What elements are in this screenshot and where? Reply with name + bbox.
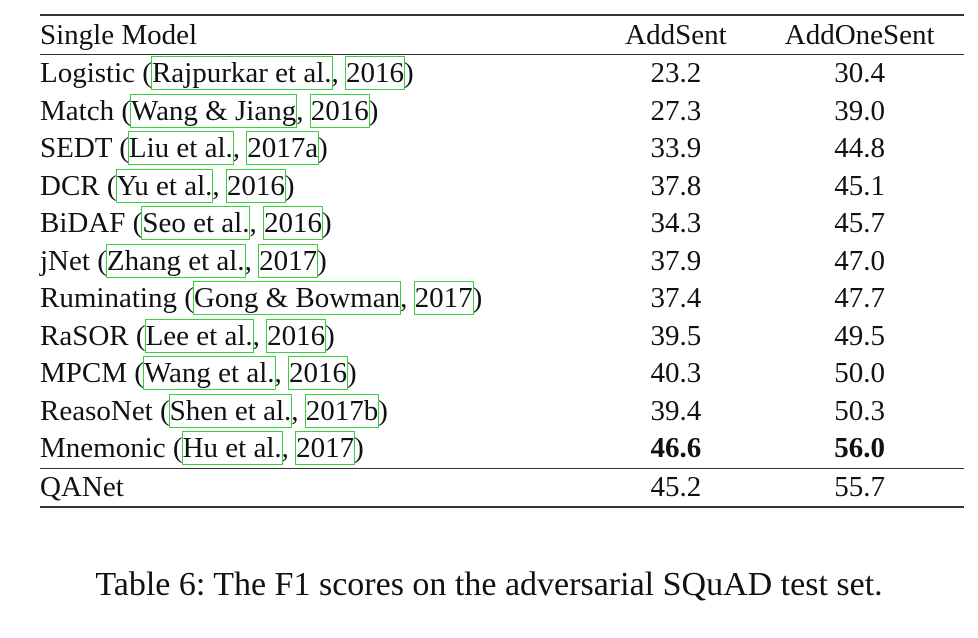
model-label: Logistic <box>40 57 136 90</box>
model-name: Logistic (Rajpurkar et al., 2016) <box>40 56 414 91</box>
citation-year-link[interactable]: 2016 <box>345 56 406 91</box>
addonesent-score: 47.7 <box>834 282 886 315</box>
citation-authors-link[interactable]: Wang & Jiang <box>130 93 298 128</box>
addonesent-score: 30.4 <box>834 57 886 90</box>
addsent-score: 37.4 <box>650 282 702 315</box>
model-name: RaSOR (Lee et al., 2016) <box>40 318 335 353</box>
citation-year-link[interactable]: 2017 <box>413 281 474 316</box>
model-label: Ruminating <box>40 282 177 315</box>
addsent-score: 37.8 <box>650 169 702 202</box>
model-label: SEDT <box>40 132 112 165</box>
model-label: RaSOR <box>40 319 129 352</box>
addonesent-score: 44.8 <box>834 132 886 165</box>
addonesent-score: 50.3 <box>834 394 886 427</box>
model-name: MPCM (Wang et al., 2016) <box>40 356 357 391</box>
addsent-score: 27.3 <box>650 94 702 127</box>
model-label: Match <box>40 94 115 127</box>
header-rule <box>40 54 964 55</box>
addonesent-score: 49.5 <box>834 319 886 352</box>
model-name: BiDAF (Seo et al., 2016) <box>40 206 332 241</box>
table-row: Mnemonic (Hu et al., 2017) 46.6 56.0 <box>40 430 964 468</box>
table-row: Logistic (Rajpurkar et al., 2016) 23.2 30.… <box>40 55 964 93</box>
addsent-score: 39.5 <box>650 319 702 352</box>
model-label: Mnemonic <box>40 432 166 465</box>
table-body: Logistic (Rajpurkar et al., 2016) 23.2 30.… <box>40 55 964 468</box>
addonesent-score: 39.0 <box>834 94 886 127</box>
table-row: RaSOR (Lee et al., 2016) 39.5 49.5 <box>40 318 964 356</box>
model-name: ReasoNet (Shen et al., 2017b) <box>40 393 388 428</box>
results-table: Single Model AddSent AddOneSent Logistic… <box>40 14 964 508</box>
citation-authors-link[interactable]: Rajpurkar et al. <box>150 56 333 91</box>
citation-authors-link[interactable]: Yu et al. <box>115 168 214 203</box>
model-name: Ruminating (Gong & Bowman, 2017) <box>40 281 483 316</box>
addonesent-score: 47.0 <box>834 244 886 277</box>
addsent-score: 46.6 <box>650 432 702 465</box>
addsent-score: 23.2 <box>650 57 702 90</box>
table-row: Match (Wang & Jiang, 2016) 27.3 39.0 <box>40 93 964 131</box>
addonesent-score: 55.7 <box>834 470 886 503</box>
addonesent-score: 56.0 <box>834 432 886 465</box>
header-addonesent: AddOneSent <box>784 18 935 51</box>
addonesent-score: 50.0 <box>834 357 886 390</box>
citation-authors-link[interactable]: Liu et al. <box>127 131 234 166</box>
table-row: DCR (Yu et al., 2016) 37.8 45.1 <box>40 168 964 206</box>
citation-authors-link[interactable]: Shen et al. <box>168 393 293 428</box>
model-name: SEDT (Liu et al., 2017a) <box>40 131 328 166</box>
model-label: DCR <box>40 169 100 202</box>
citation-year-link[interactable]: 2016 <box>262 206 323 241</box>
model-name: Match (Wang & Jiang, 2016) <box>40 93 379 128</box>
addonesent-score: 45.1 <box>834 169 886 202</box>
table-row: BiDAF (Seo et al., 2016) 34.3 45.7 <box>40 205 964 243</box>
addsent-score: 33.9 <box>650 132 702 165</box>
citation-year-link[interactable]: 2017a <box>246 131 320 166</box>
citation-year-link[interactable]: 2016 <box>225 168 286 203</box>
bottom-rule <box>40 506 964 508</box>
addsent-score: 45.2 <box>650 470 702 503</box>
model-name: Mnemonic (Hu et al., 2017) <box>40 431 364 466</box>
addsent-score: 34.3 <box>650 207 702 240</box>
table-row: MPCM (Wang et al., 2016) 40.3 50.0 <box>40 355 964 393</box>
addonesent-score: 45.7 <box>834 207 886 240</box>
model-name: QANet <box>40 470 124 503</box>
citation-year-link[interactable]: 2017b <box>304 393 380 428</box>
citation-authors-link[interactable]: Lee et al. <box>144 318 254 353</box>
table-row: SEDT (Liu et al., 2017a) 33.9 44.8 <box>40 130 964 168</box>
table-row: jNet (Zhang et al., 2017) 37.9 47.0 <box>40 243 964 281</box>
top-rule <box>40 14 964 16</box>
mid-rule <box>40 467 964 469</box>
model-name: DCR (Yu et al., 2016) <box>40 168 295 203</box>
addsent-score: 40.3 <box>650 357 702 390</box>
model-label: jNet <box>40 244 90 277</box>
table-header: Single Model AddSent AddOneSent <box>40 16 964 54</box>
addsent-score: 37.9 <box>650 244 702 277</box>
citation-authors-link[interactable]: Hu et al. <box>181 431 283 466</box>
model-label: BiDAF <box>40 207 126 240</box>
header-addsent: AddSent <box>625 18 727 51</box>
table-caption: Table 6: The F1 scores on the adversaria… <box>95 566 883 603</box>
table-row: ReasoNet (Shen et al., 2017b) 39.4 50.3 <box>40 393 964 431</box>
header-model: Single Model <box>40 18 198 51</box>
citation-year-link[interactable]: 2016 <box>288 356 348 391</box>
model-label: ReasoNet <box>40 394 153 427</box>
table-row: Ruminating (Gong & Bowman, 2017) 37.4 47.7 <box>40 280 964 318</box>
citation-year-link[interactable]: 2016 <box>309 93 370 128</box>
addsent-score: 39.4 <box>650 394 702 427</box>
citation-authors-link[interactable]: Wang et al. <box>142 356 276 391</box>
citation-authors-link[interactable]: Zhang et al. <box>105 243 246 278</box>
table-row-qanet: QANet 45.2 55.7 <box>40 469 964 507</box>
citation-authors-link[interactable]: Seo et al. <box>141 206 251 241</box>
citation-year-link[interactable]: 2017 <box>295 431 356 466</box>
model-name: jNet (Zhang et al., 2017) <box>40 243 327 278</box>
model-label: MPCM <box>40 357 128 390</box>
citation-authors-link[interactable]: Gong & Bowman <box>192 281 402 316</box>
citation-year-link[interactable]: 2017 <box>258 243 319 278</box>
citation-year-link[interactable]: 2016 <box>266 318 327 353</box>
